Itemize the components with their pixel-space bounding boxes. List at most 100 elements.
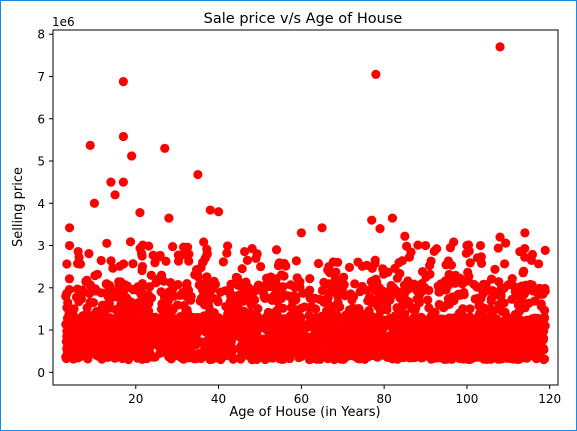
data-point-1138	[106, 256, 116, 266]
data-point-2374	[124, 332, 134, 342]
data-point-1547	[64, 310, 74, 320]
data-point-2600	[495, 42, 505, 52]
data-point-2360	[500, 307, 510, 317]
data-point-1485	[148, 250, 158, 260]
data-point-2535	[480, 327, 490, 337]
data-point-2604	[85, 140, 95, 150]
data-point-2586	[169, 316, 179, 326]
data-point-2621	[520, 228, 530, 238]
data-point-1732	[354, 304, 364, 314]
data-point-1965	[439, 280, 449, 290]
data-point-2373	[465, 258, 475, 268]
data-point-2406	[63, 297, 73, 308]
data-point-2514	[169, 291, 179, 301]
data-point-1667	[165, 278, 176, 288]
y-tick-label-5: 5	[37, 155, 45, 169]
data-point-2417	[348, 312, 358, 322]
data-point-2390	[185, 295, 195, 305]
data-point-2459	[279, 271, 289, 281]
data-point-1983	[156, 270, 167, 280]
data-point-803	[465, 304, 475, 314]
data-point-712	[423, 295, 433, 305]
y-tick-label-3: 3	[37, 239, 45, 253]
data-point-2345	[468, 332, 478, 342]
y-tick-label-4: 4	[37, 197, 45, 211]
data-point-1413	[529, 296, 540, 306]
data-point-2551	[521, 280, 531, 290]
data-point-2494	[531, 354, 541, 364]
data-point-2394	[426, 256, 436, 266]
data-point-2145	[461, 248, 471, 258]
data-point-2547	[523, 342, 534, 352]
data-point-2434	[145, 282, 155, 292]
data-point-2382	[105, 313, 115, 323]
data-point-2545	[95, 335, 106, 345]
data-point-2502	[386, 280, 396, 291]
data-point-2325	[478, 289, 488, 299]
data-point-1929	[252, 354, 262, 365]
data-point-2332	[110, 347, 120, 358]
data-point-2466	[172, 300, 183, 310]
data-point-2458	[405, 328, 415, 338]
data-point-2296	[245, 308, 255, 318]
data-point-2563	[338, 352, 348, 362]
data-point-2089	[432, 319, 442, 329]
data-point-2454	[244, 329, 254, 339]
data-point-1702	[412, 294, 422, 304]
data-point-2560	[167, 341, 177, 352]
data-point-1605	[115, 261, 125, 271]
data-point-2581	[156, 304, 167, 314]
data-point-2442	[167, 349, 177, 359]
data-point-2467	[284, 342, 294, 352]
data-point-2538	[191, 340, 201, 350]
data-point-1160	[313, 258, 324, 269]
y-tick-label-8: 8	[37, 28, 45, 42]
data-point-1032	[305, 292, 315, 303]
data-point-2616	[387, 213, 398, 223]
data-point-2340	[297, 335, 307, 345]
data-point-2242	[222, 241, 233, 251]
y-tick-label-7: 7	[37, 70, 45, 84]
data-point-779	[125, 237, 136, 247]
data-point-2568	[475, 254, 486, 264]
data-point-1912	[223, 286, 233, 296]
data-point-2532	[178, 250, 189, 260]
data-point-1917	[323, 279, 333, 289]
data-point-1178	[182, 282, 192, 292]
data-point-1451	[146, 270, 156, 280]
data-point-2508	[125, 309, 135, 319]
data-point-2515	[218, 337, 228, 347]
data-point-582	[84, 249, 94, 259]
data-point-2066	[362, 351, 372, 361]
data-point-2540	[199, 279, 209, 289]
data-point-2395	[144, 347, 155, 358]
data-point-2317	[306, 341, 316, 352]
data-point-1945	[199, 237, 209, 247]
data-point-2423	[335, 284, 345, 295]
data-point-2438	[262, 273, 272, 283]
data-point-2590	[540, 286, 550, 296]
data-point-1889	[323, 292, 333, 303]
data-point-2329	[188, 328, 198, 339]
data-point-2582	[330, 325, 340, 335]
data-point-1836	[237, 264, 247, 274]
data-point-2285	[238, 280, 248, 290]
data-point-2342	[72, 333, 82, 344]
data-point-2619	[317, 223, 327, 233]
data-point-2429	[340, 291, 350, 301]
data-point-2365	[118, 321, 129, 332]
data-point-1164	[168, 241, 178, 252]
data-point-2493	[120, 285, 130, 295]
data-point-2592	[375, 336, 385, 346]
data-point-2472	[173, 256, 184, 266]
data-point-2476	[237, 335, 248, 345]
data-point-2630	[222, 248, 232, 258]
data-point-2618	[375, 224, 385, 234]
data-point-2623	[400, 231, 410, 241]
data-point-1988	[357, 261, 367, 271]
data-point-2439	[231, 301, 242, 311]
data-point-2428	[129, 346, 139, 356]
data-point-1712	[459, 354, 469, 364]
data-point-2309	[212, 294, 222, 305]
